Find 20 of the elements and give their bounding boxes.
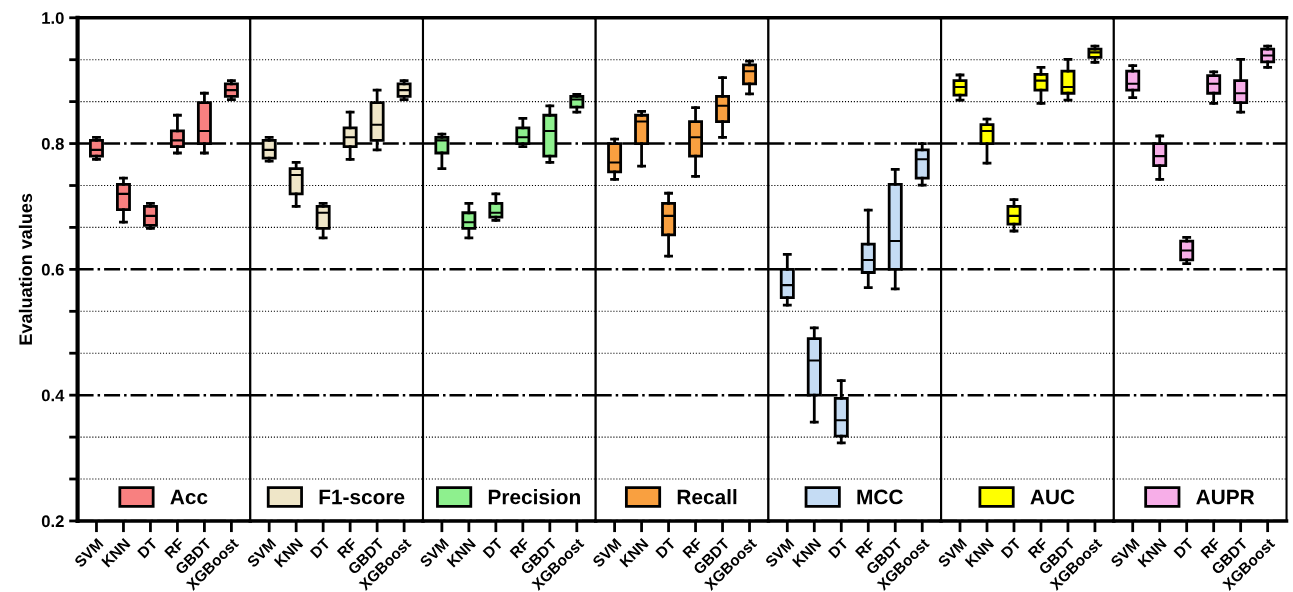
- x-tick-label: DT: [1173, 537, 1195, 559]
- legend-label: AUC: [1030, 489, 1075, 505]
- y-tick-label: 0.8: [41, 137, 64, 150]
- x-tick-label: DT: [1000, 537, 1022, 559]
- legend-label: MCC: [857, 489, 903, 505]
- legend-label: Acc: [170, 489, 208, 505]
- y-axis-title: Evaluation values: [18, 193, 33, 345]
- x-tick-label: DT: [482, 537, 504, 559]
- y-tick-label: 1.0: [42, 12, 64, 24]
- legend-label: Precision: [488, 489, 580, 505]
- x-tick-label: DT: [137, 537, 159, 559]
- y-tick-label: 0.2: [41, 515, 64, 528]
- legend-label: F1-score: [319, 489, 405, 505]
- y-tick-label: 0.4: [41, 389, 65, 402]
- x-tick-label: DT: [655, 537, 677, 559]
- y-tick-label: 0.6: [41, 263, 64, 276]
- legend-label: AUPR: [1196, 489, 1255, 505]
- x-tick-label: DT: [309, 537, 331, 559]
- legend-label: Recall: [677, 489, 737, 505]
- x-tick-label: DT: [827, 537, 849, 559]
